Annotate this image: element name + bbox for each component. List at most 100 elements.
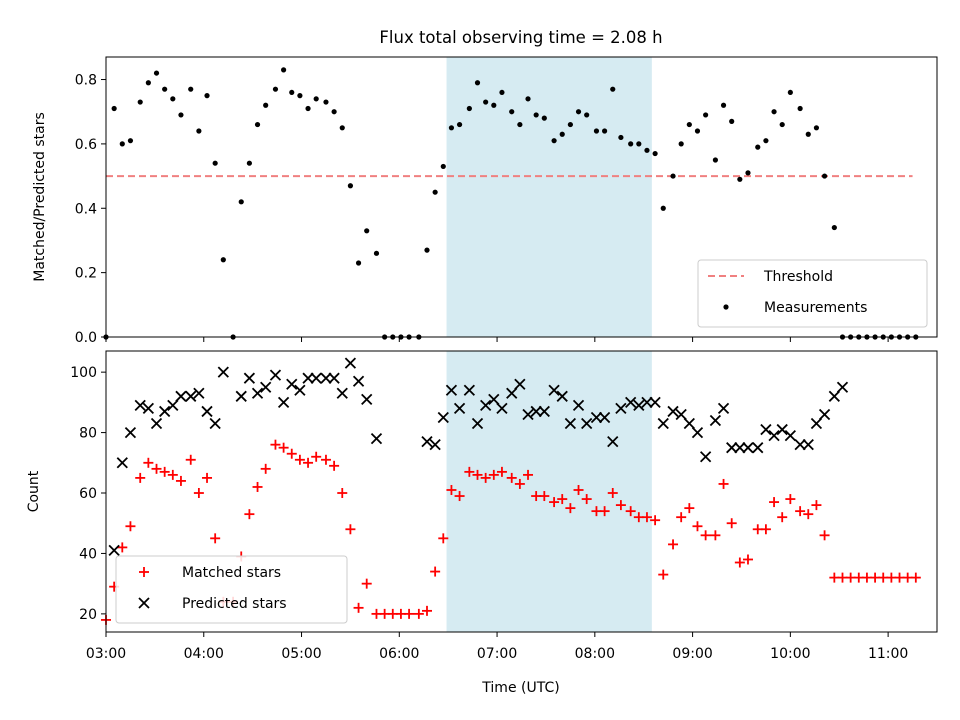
predicted-stars-point [752, 442, 764, 454]
matched-stars-point [151, 463, 162, 474]
measurement-point [145, 80, 151, 86]
measurement-point [678, 141, 684, 147]
measurement-point [618, 134, 624, 141]
x-tick-label: 04:00 [184, 646, 224, 662]
predicted-stars-point [590, 411, 603, 424]
predicted-stars-point [269, 369, 282, 381]
predicted-stars-point [445, 384, 458, 396]
measurement-point [575, 109, 582, 115]
predicted-stars-point [530, 405, 542, 418]
matched-stars-point [557, 494, 568, 505]
measurement-point [644, 147, 650, 153]
predicted-stars-point [108, 544, 120, 557]
measurement-point [567, 121, 573, 128]
measurement-point [533, 112, 539, 118]
matched-stars-point [514, 478, 525, 489]
matched-stars-point [337, 488, 348, 499]
matched-stars-point [785, 494, 796, 505]
matched-stars-point [496, 466, 507, 477]
matched-stars-point [676, 512, 687, 523]
matched-stars-point [650, 515, 661, 526]
y-tick-label: 40 [79, 546, 97, 562]
matched-stars-point [599, 506, 610, 517]
x-axis-ticks [105, 337, 889, 342]
predicted-stars-point [421, 436, 433, 448]
predicted-stars-point [538, 405, 550, 418]
predicted-stars-point [260, 381, 272, 393]
predicted-stars-point [514, 378, 526, 390]
legend-predicted-swatch [138, 597, 150, 609]
measurement-point [440, 163, 446, 170]
x-tick-label: 11:00 [868, 646, 908, 662]
measurement-point [466, 105, 472, 112]
matched-stars-point [625, 506, 636, 517]
x-axis-label: Time (UTC) [481, 680, 559, 696]
predicted-stars-point [286, 378, 298, 390]
predicted-stars-point [667, 405, 679, 418]
predicted-stars-point [134, 399, 146, 412]
matched-stars-point [734, 557, 745, 568]
measurement-point [779, 121, 785, 128]
matched-stars-point [700, 530, 711, 541]
predicted-stars-point [294, 384, 306, 396]
matched-stars-point [404, 608, 415, 619]
matched-stars-point [167, 469, 178, 480]
measurement-point [178, 112, 184, 118]
x-tick-label: 03:00 [86, 646, 126, 662]
measurement-point [204, 93, 210, 99]
measurement-point [111, 105, 117, 112]
predicted-stars-point [159, 405, 171, 418]
measurement-point [737, 176, 743, 182]
count-marks [101, 357, 921, 625]
measurement-point [602, 128, 608, 134]
plot-frame [105, 56, 938, 338]
matched-stars-point [488, 469, 499, 480]
predicted-stars-point [302, 372, 314, 384]
ratio-panel: 0.00.20.40.60.8 Matched/Predicted stars … [32, 56, 938, 346]
predicted-stars-point [344, 357, 357, 369]
measurement-point [196, 128, 202, 134]
matched-stars-point [159, 466, 170, 477]
matched-stars-point [506, 472, 517, 483]
predicted-stars-point [760, 423, 772, 436]
predicted-stars-point [310, 372, 322, 384]
y-tick-label: 0.0 [75, 330, 97, 346]
matched-stars-point [819, 530, 830, 541]
predicted-stars-point [320, 372, 332, 384]
matched-stars-point [252, 481, 263, 492]
measurement-point [805, 131, 811, 137]
measurement-point [297, 93, 303, 99]
predicted-stars-point [277, 396, 290, 409]
measurement-point [373, 250, 380, 256]
y-axis-label: Count [26, 470, 42, 512]
matched-stars-point [641, 512, 652, 523]
matched-stars-point [795, 506, 806, 517]
predicted-stars-point [717, 402, 730, 415]
matched-stars-point [726, 518, 737, 529]
measurement-point [831, 224, 837, 231]
predicted-stars-point [572, 399, 585, 412]
predicted-stars-point [802, 439, 814, 451]
matched-stars-point [244, 509, 255, 520]
measurement-point [694, 128, 701, 134]
measurement-point [610, 86, 616, 92]
measurement-point [712, 157, 719, 163]
measurement-point [551, 138, 557, 144]
measurement-point [813, 125, 820, 131]
matched-stars-point [135, 472, 146, 483]
predicted-stars-point [193, 387, 205, 399]
measurement-point [339, 125, 345, 131]
predicted-stars-point [641, 396, 653, 409]
measurement-point [272, 86, 279, 92]
legend-label: Threshold [763, 269, 833, 285]
matched-stars-point [549, 497, 560, 508]
measurement-point [456, 121, 463, 128]
predicted-stars-point [742, 442, 754, 454]
measurement-point [652, 150, 658, 157]
predicted-stars-point [548, 384, 560, 396]
x-tick-label: 09:00 [672, 646, 712, 662]
matched-stars-point [294, 454, 305, 465]
measurement-point [491, 102, 497, 108]
measurement-point [212, 160, 218, 166]
measurement-point [254, 121, 261, 128]
